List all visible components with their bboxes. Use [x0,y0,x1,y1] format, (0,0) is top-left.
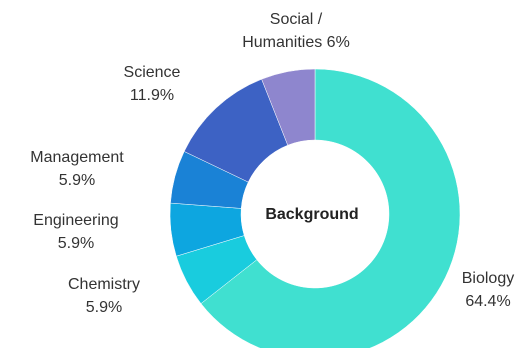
slices-group [169,68,461,353]
label-management: Management 5.9% [30,149,124,189]
label-biology: Biology 64.4% [462,270,514,310]
label-chemistry: Chemistry 5.9% [68,276,140,316]
label-science: Science 11.9% [124,64,181,104]
donut-hole [241,140,389,288]
label-engineering: Engineering 5.9% [33,212,118,252]
slice-biology [200,68,461,353]
labels-group: Biology 64.4% Chemistry 5.9% Engineering 5.9%… [30,11,514,316]
center-label: Background [265,206,358,223]
slice-social-humanities [261,68,316,146]
label-social-humanities: Social / Humanities 6% [242,11,350,51]
